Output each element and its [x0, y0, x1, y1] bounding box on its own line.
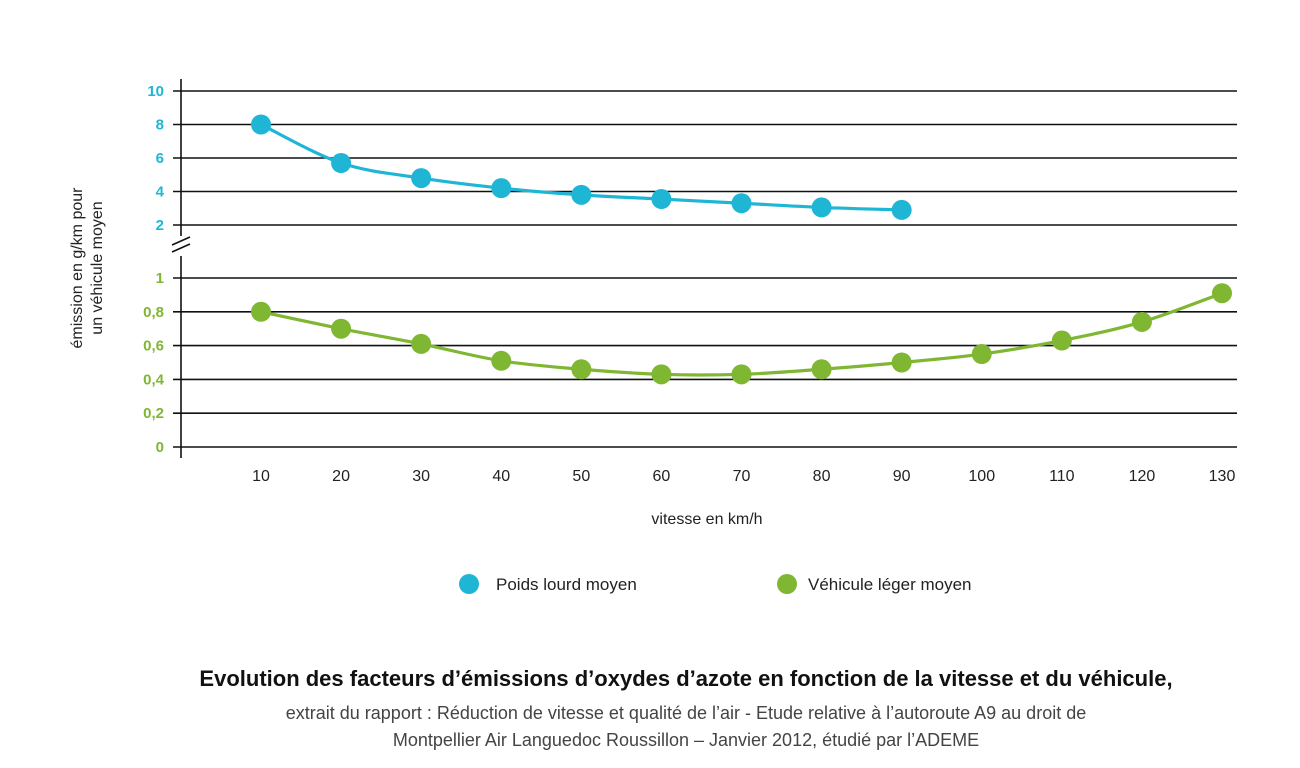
- data-point: [811, 197, 832, 218]
- x-tick-label: 50: [572, 468, 590, 485]
- series-poids-lourd: [251, 114, 912, 220]
- data-point: [651, 364, 672, 385]
- y-axis-label-line-2: un véhicule moyen: [89, 201, 106, 334]
- data-point: [251, 114, 271, 135]
- chart-subtitle-line-1: extrait du rapport : Réduction de vitess…: [285, 703, 1087, 723]
- series-line: [260, 291, 1223, 377]
- x-tick-label: 40: [492, 468, 510, 485]
- data-point: [891, 199, 912, 220]
- data-point: [331, 318, 352, 339]
- data-point: [571, 184, 592, 205]
- data-point: [491, 178, 512, 199]
- data-point: [811, 359, 832, 380]
- nox-emission-chart: 10 8 6 4 2 1 0,8 0,6 0,4 0,2 0 10 20 30 40 50 60 70 80 90 10…: [69, 79, 1237, 594]
- grid-lines: [173, 90, 1237, 448]
- x-tick-label: 20: [332, 468, 350, 485]
- x-tick-label: 130: [1209, 468, 1236, 485]
- y-tick-label-lower: 0,6: [143, 338, 164, 355]
- y-tick-label-lower: 0,8: [143, 304, 164, 321]
- legend: Poids lourd moyen Véhicule léger moyen: [459, 574, 971, 594]
- data-point: [731, 364, 752, 385]
- chart-subtitle-line-2: Montpellier Air Languedoc Roussillon – J…: [392, 730, 980, 750]
- tick-labels: 10 8 6 4 2 1 0,8 0,6 0,4 0,2 0 10 20 30 40 50 60 70 80 90 10…: [143, 83, 1235, 485]
- legend-label-poids-lourd: Poids lourd moyen: [496, 575, 637, 594]
- x-tick-label: 60: [653, 468, 671, 485]
- y-axis-label-line-1: émission en g/km pour: [69, 187, 86, 349]
- chart-title: Evolution des facteurs d’émissions d’oxy…: [199, 666, 1173, 691]
- x-axis-label: vitesse en km/h: [651, 511, 762, 528]
- axis-break-mark: [171, 236, 191, 246]
- y-tick-label-upper: 2: [156, 217, 164, 234]
- data-point: [251, 301, 271, 322]
- legend-label-vehicule-leger: Véhicule léger moyen: [808, 575, 971, 594]
- x-tick-label: 100: [968, 468, 995, 485]
- series-group: [251, 114, 1232, 385]
- data-point: [891, 352, 912, 373]
- data-point: [1212, 283, 1232, 304]
- y-tick-label-lower: 0,4: [143, 371, 165, 388]
- x-tick-label: 80: [813, 468, 831, 485]
- y-tick-label-upper: 4: [156, 184, 165, 201]
- y-tick-label-lower: 0,2: [143, 405, 164, 422]
- data-point: [1131, 311, 1152, 332]
- y-tick-label-lower: 1: [156, 270, 164, 287]
- axis-break-mark: [171, 243, 191, 253]
- data-point: [1051, 330, 1072, 351]
- y-tick-label-upper: 8: [156, 117, 164, 134]
- legend-marker-poids-lourd: [459, 574, 479, 594]
- y-tick-label-upper: 6: [156, 150, 164, 167]
- axes: [171, 79, 191, 458]
- data-point: [971, 344, 992, 365]
- legend-marker-vehicule-leger: [777, 574, 797, 594]
- data-point: [411, 333, 432, 354]
- data-point: [651, 189, 672, 210]
- x-tick-label: 90: [893, 468, 911, 485]
- y-tick-label-lower: 0: [156, 439, 164, 456]
- x-tick-label: 30: [412, 468, 430, 485]
- x-tick-label: 110: [1049, 468, 1075, 485]
- x-tick-label: 70: [733, 468, 751, 485]
- data-point: [411, 168, 432, 189]
- data-point: [571, 359, 592, 380]
- data-point: [331, 153, 352, 174]
- x-tick-label: 10: [252, 468, 270, 485]
- data-point: [731, 193, 752, 214]
- y-tick-label-upper: 10: [147, 83, 164, 100]
- data-point: [491, 350, 512, 371]
- x-tick-label: 120: [1129, 468, 1156, 485]
- series-vehicule-leger: [251, 283, 1232, 385]
